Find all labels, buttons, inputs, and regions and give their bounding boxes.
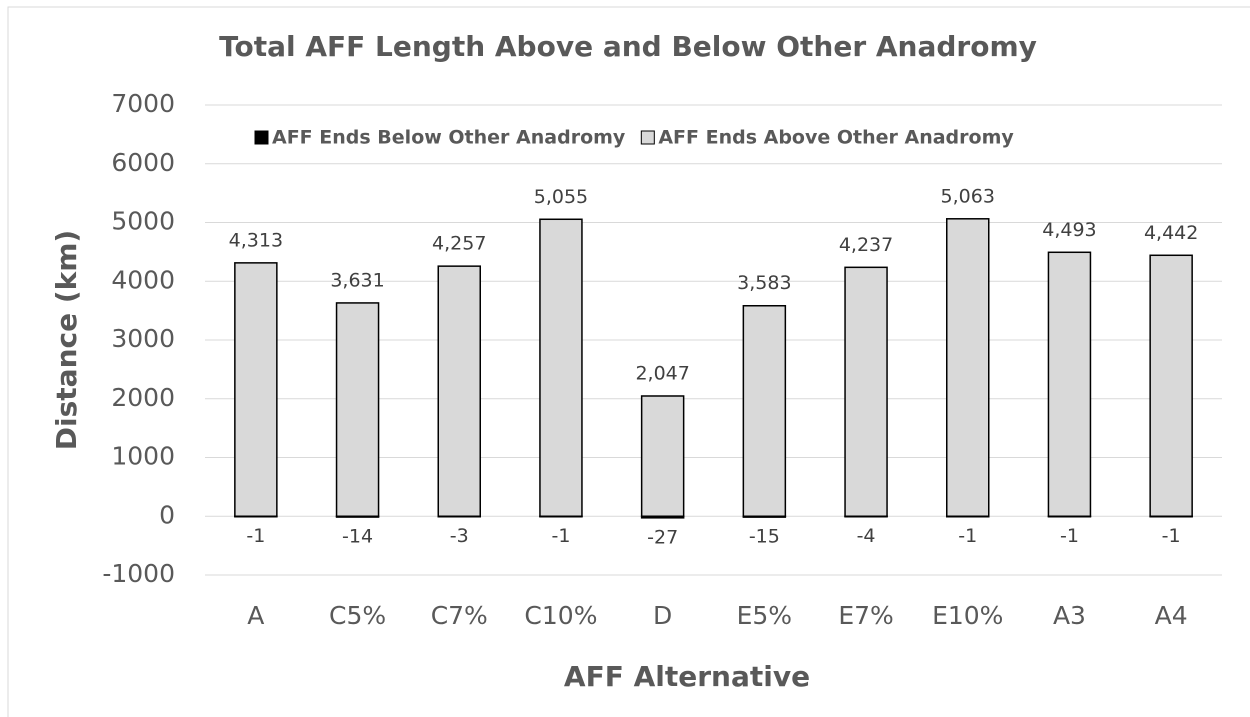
value-label: 5,055 (534, 186, 588, 208)
chart-border (7, 6, 1250, 717)
x-tick-label: A (247, 601, 264, 630)
x-tick-label: E7% (838, 601, 893, 630)
x-tick-label: A3 (1053, 601, 1086, 630)
chart-title: Total AFF Length Above and Below Other A… (219, 30, 1037, 63)
value-label: -1 (1060, 525, 1079, 547)
x-tick-label: A4 (1155, 601, 1188, 630)
y-tick-label: -1000 (102, 559, 175, 588)
x-tick-label: C5% (329, 601, 386, 630)
legend-label: AFF Ends Above Other Anadromy (658, 127, 1014, 149)
x-tick-label: E10% (932, 601, 1003, 630)
bar (335, 302, 380, 517)
bar (742, 304, 787, 517)
y-tick-label: 4000 (111, 265, 175, 294)
value-label: 2,047 (635, 362, 689, 384)
bar (640, 395, 685, 517)
bar (539, 218, 583, 518)
value-label: -1 (1162, 525, 1181, 547)
x-tick-label: D (653, 601, 672, 630)
value-label: 4,237 (839, 234, 893, 256)
x-tick-label: C7% (431, 601, 488, 630)
y-tick-label: 2000 (111, 383, 175, 412)
value-label: -14 (342, 526, 373, 548)
bar (946, 218, 990, 518)
value-label: 4,257 (432, 233, 486, 255)
value-label: 3,631 (330, 269, 384, 291)
value-label: -3 (450, 525, 469, 547)
value-label: -1 (958, 525, 977, 547)
y-tick-label: 6000 (111, 148, 175, 177)
y-tick-label: 5000 (111, 207, 175, 236)
y-tick-label: 3000 (111, 324, 175, 353)
y-axis-label: Distance (km) (50, 230, 83, 450)
y-tick-label: 7000 (111, 89, 175, 118)
value-label: -4 (857, 525, 876, 547)
bar (437, 265, 481, 517)
value-label: -15 (749, 526, 780, 548)
y-tick-label: 0 (159, 500, 175, 529)
bar (844, 266, 888, 518)
value-label: 4,313 (229, 229, 283, 251)
x-tick-label: C10% (524, 601, 597, 630)
value-label: -27 (647, 526, 678, 548)
x-axis-label: AFF Alternative (564, 660, 810, 693)
legend-marker (254, 130, 269, 145)
legend-marker (640, 130, 655, 145)
y-tick-label: 1000 (111, 442, 175, 471)
value-label: 4,442 (1144, 222, 1198, 244)
value-label: -1 (246, 525, 265, 547)
value-label: 3,583 (737, 272, 791, 294)
value-label: -1 (551, 525, 570, 547)
legend-label: AFF Ends Below Other Anadromy (272, 127, 626, 149)
value-label: 5,063 (941, 185, 995, 207)
bar (234, 262, 278, 517)
value-label: 4,493 (1042, 219, 1096, 241)
x-tick-label: E5% (737, 601, 792, 630)
bar (1149, 254, 1193, 517)
bar (1047, 251, 1092, 517)
